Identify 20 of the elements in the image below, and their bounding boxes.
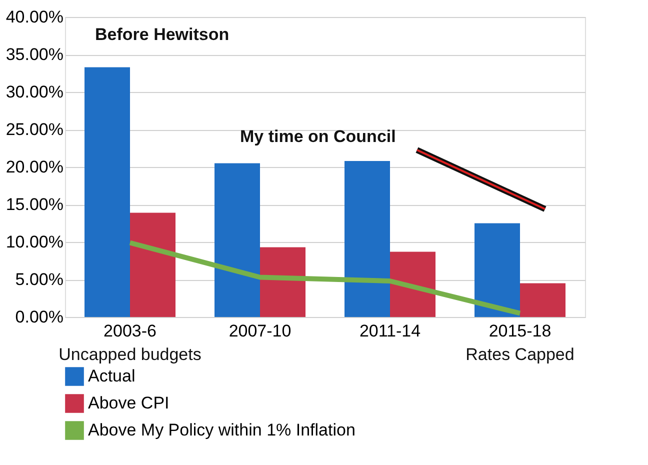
- text: Rates Capped: [466, 345, 574, 364]
- y-tick-label: 35.00%: [6, 45, 64, 64]
- y-tick-label: 5.00%: [15, 270, 64, 289]
- y-tick-label: 30.00%: [6, 82, 64, 102]
- text: Uncapped budgets: [58, 345, 202, 364]
- y-tick-label: 25.00%: [6, 120, 64, 139]
- y-tick-label: 40.00%: [6, 8, 64, 26]
- y-tick-label: 15.00%: [6, 195, 64, 214]
- x-tick-label: 2003-6: [104, 322, 156, 340]
- annotation: My time on Council: [240, 127, 396, 146]
- annotation: Before Hewitson: [95, 25, 230, 44]
- x-tick-label: 2007-10: [228, 322, 292, 340]
- y-tick-label: 0.00%: [15, 308, 64, 326]
- legend-label: Above My Policy within 1% Inflation: [88, 420, 356, 440]
- legend-label: Above CPI: [88, 394, 170, 412]
- y-tick-label: 20.00%: [6, 158, 64, 176]
- x-tick-label: 2015-18: [488, 322, 552, 340]
- y-tick-label: 10.00%: [6, 232, 64, 252]
- x-tick-label: 2011-14: [359, 322, 421, 340]
- legend-label: Actual: [88, 366, 136, 386]
